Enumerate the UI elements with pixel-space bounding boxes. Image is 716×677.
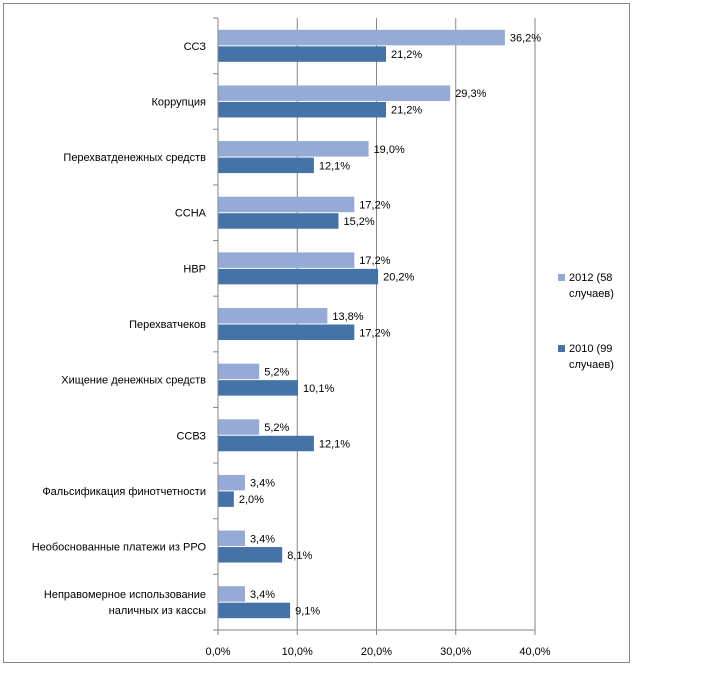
- category-label: НВР: [183, 263, 206, 275]
- category-label: ССЗ: [184, 41, 207, 53]
- category-label: Перехватденежных средств: [63, 152, 206, 164]
- x-tick-label: 30,0%: [440, 646, 471, 658]
- x-tick-label: 40,0%: [519, 646, 550, 658]
- data-label: 5,2%: [264, 366, 289, 378]
- category-label: Неправомерное использование наличных из к…: [44, 589, 206, 617]
- bar: [218, 474, 245, 491]
- bar: [218, 268, 379, 285]
- bar: [218, 252, 355, 268]
- data-label: 2,0%: [239, 494, 264, 506]
- data-label: 21,2%: [391, 105, 422, 117]
- data-label: 9,1%: [295, 605, 320, 617]
- data-label: 20,2%: [383, 272, 414, 284]
- data-label: 17,2%: [359, 199, 390, 211]
- category-label: Перехватчеков: [129, 319, 206, 331]
- legend-label: 2012 (58 случаев): [569, 272, 614, 300]
- bar: [218, 363, 260, 380]
- bar: [218, 141, 369, 157]
- bar: [218, 602, 291, 619]
- bar: [218, 324, 355, 340]
- bar: [218, 101, 387, 118]
- bar: [218, 213, 339, 229]
- bar: [218, 547, 283, 563]
- data-label: 17,2%: [359, 327, 390, 339]
- data-label: 5,2%: [264, 422, 289, 434]
- category-label: Фальсификация финотчетности: [42, 486, 206, 498]
- data-label: 13,8%: [332, 311, 363, 323]
- bar: [218, 435, 314, 452]
- legend-label: 2010 (99 случаев): [569, 343, 614, 371]
- x-tick-label: 20,0%: [361, 646, 392, 658]
- data-label: 36,2%: [510, 33, 541, 45]
- data-label: 19,0%: [374, 144, 405, 156]
- data-label: 3,4%: [250, 478, 275, 490]
- bar: [218, 196, 355, 213]
- x-tick-label: 10,0%: [282, 646, 313, 658]
- bar: [218, 586, 245, 602]
- data-label: 3,4%: [250, 533, 275, 545]
- data-label: 17,2%: [359, 255, 390, 267]
- bar: [218, 491, 234, 507]
- data-label: 10,1%: [303, 383, 334, 395]
- data-label: 15,2%: [343, 216, 374, 228]
- data-label: 29,3%: [455, 88, 486, 100]
- data-label: 3,4%: [250, 589, 275, 601]
- bar: [218, 46, 387, 62]
- category-label: Необоснованные платежи из РРО: [32, 542, 207, 554]
- data-label: 8,1%: [287, 550, 312, 562]
- bar: [218, 419, 260, 435]
- x-tick-label: 0,0%: [205, 646, 230, 658]
- category-label: ССНА: [175, 208, 207, 220]
- bar: [218, 308, 328, 324]
- bar: [218, 157, 314, 174]
- category-label: Коррупция: [152, 96, 207, 108]
- legend-swatch: [558, 345, 565, 352]
- data-label: 12,1%: [319, 439, 350, 451]
- legend-swatch: [558, 274, 565, 281]
- category-label: Хищение денежных средств: [61, 375, 206, 387]
- bar: [218, 530, 245, 547]
- bar: [218, 85, 451, 101]
- category-label: ССВЗ: [176, 430, 206, 442]
- data-label: 21,2%: [391, 49, 422, 61]
- bar: [218, 29, 505, 46]
- bar: [218, 380, 299, 396]
- data-label: 12,1%: [319, 160, 350, 172]
